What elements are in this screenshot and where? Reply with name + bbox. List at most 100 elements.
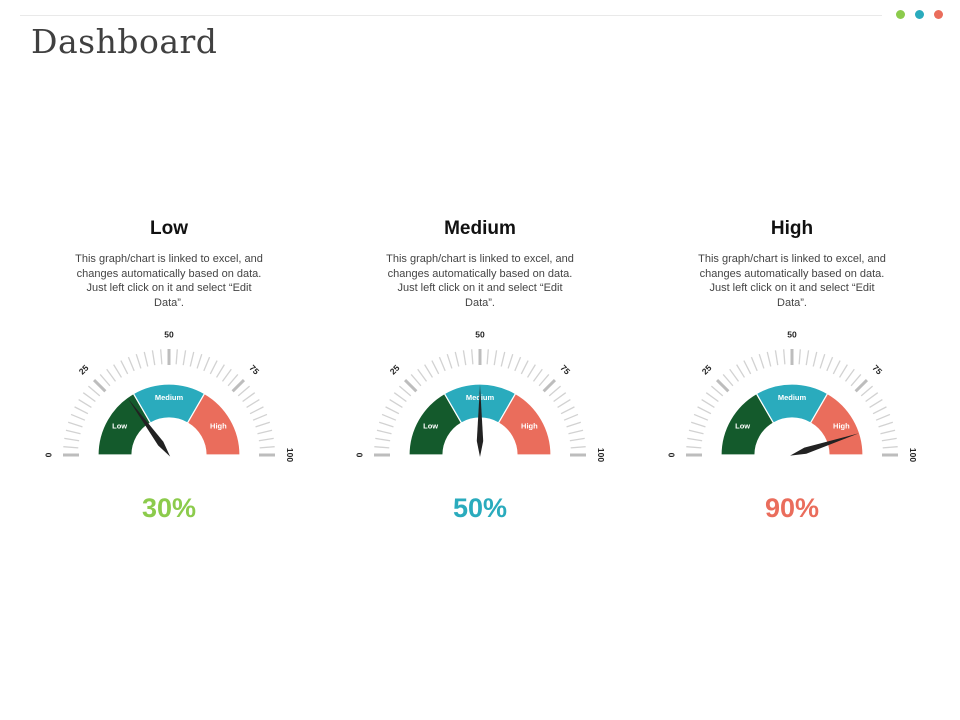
tick-label: 0 bbox=[354, 452, 364, 457]
minor-tick bbox=[819, 353, 826, 369]
minor-tick bbox=[568, 429, 584, 435]
major-tick bbox=[403, 378, 418, 393]
minor-tick bbox=[175, 349, 178, 365]
major-tick bbox=[542, 378, 557, 393]
minor-tick bbox=[389, 399, 403, 409]
gauge-title: High bbox=[770, 218, 814, 239]
gauge-value: 90% bbox=[764, 493, 820, 523]
minor-tick bbox=[881, 437, 897, 442]
minor-tick bbox=[690, 421, 706, 428]
minor-tick bbox=[875, 413, 891, 421]
minor-tick bbox=[566, 421, 582, 428]
tick-label: 50 bbox=[475, 329, 485, 339]
zone-label-medium: Medium bbox=[778, 393, 807, 402]
tick-label: 75 bbox=[247, 363, 261, 377]
coral-dot bbox=[934, 10, 943, 19]
gauge-value: 30% bbox=[141, 493, 197, 523]
minor-tick bbox=[805, 350, 810, 366]
minor-tick bbox=[869, 399, 883, 409]
minor-tick bbox=[872, 406, 887, 415]
gauge-value: 50% bbox=[452, 493, 508, 523]
minor-tick bbox=[563, 413, 579, 421]
teal-dot bbox=[915, 10, 924, 19]
minor-tick bbox=[78, 399, 92, 409]
minor-tick bbox=[486, 349, 489, 365]
minor-tick bbox=[87, 385, 101, 397]
minor-tick bbox=[774, 350, 779, 366]
gauge-description: This graph/chart is linked to excel, and… bbox=[386, 253, 574, 309]
minor-tick bbox=[532, 368, 543, 382]
minor-tick bbox=[758, 353, 765, 369]
gauge-title: Medium bbox=[444, 218, 516, 239]
minor-tick bbox=[221, 368, 232, 382]
minor-tick bbox=[120, 360, 129, 375]
minor-tick bbox=[560, 406, 575, 415]
minor-tick bbox=[688, 429, 704, 435]
minor-tick bbox=[710, 385, 724, 397]
tick-label: 25 bbox=[700, 363, 714, 377]
minor-tick bbox=[227, 373, 239, 387]
minor-tick bbox=[246, 399, 260, 409]
zone-label-high: High bbox=[521, 422, 538, 431]
minor-tick bbox=[203, 356, 211, 372]
minor-tick bbox=[242, 392, 256, 403]
minor-tick bbox=[548, 385, 562, 397]
minor-tick bbox=[381, 413, 397, 421]
minor-tick bbox=[860, 385, 874, 397]
gauge-description: This graph/chart is linked to excel, and… bbox=[698, 253, 886, 309]
minor-tick bbox=[693, 413, 709, 421]
minor-tick bbox=[526, 364, 536, 378]
minor-tick bbox=[850, 373, 862, 387]
minor-tick bbox=[375, 437, 391, 442]
minor-tick bbox=[135, 353, 142, 369]
minor-tick bbox=[687, 437, 703, 442]
tick-label: 100 bbox=[908, 448, 918, 462]
zone-high bbox=[497, 392, 552, 456]
minor-tick bbox=[569, 437, 585, 442]
minor-tick bbox=[257, 429, 273, 435]
tick-label: 0 bbox=[43, 452, 53, 457]
minor-tick bbox=[736, 364, 746, 378]
zone-label-high: High bbox=[210, 422, 227, 431]
tick-label: 25 bbox=[388, 363, 402, 377]
minor-tick bbox=[249, 406, 264, 415]
minor-tick bbox=[743, 360, 752, 375]
minor-tick bbox=[417, 368, 428, 382]
zone-label-high: High bbox=[833, 422, 850, 431]
minor-tick bbox=[237, 385, 251, 397]
gauge-description: This graph/chart is linked to excel, and… bbox=[75, 253, 263, 309]
minor-tick bbox=[553, 392, 567, 403]
minor-tick bbox=[431, 360, 440, 375]
minor-tick bbox=[106, 368, 117, 382]
zone-high bbox=[186, 392, 241, 456]
tick-label: 100 bbox=[596, 448, 606, 462]
gauge-card-low[interactable]: Low This graph/chart is linked to excel,… bbox=[43, 215, 295, 523]
minor-tick bbox=[99, 373, 111, 387]
minor-tick bbox=[570, 446, 586, 449]
minor-tick bbox=[520, 360, 529, 375]
minor-tick bbox=[398, 385, 412, 397]
minor-tick bbox=[385, 406, 400, 415]
green-dot bbox=[896, 10, 905, 19]
header-dots bbox=[896, 10, 943, 19]
zone-label-medium: Medium bbox=[155, 393, 184, 402]
minor-tick bbox=[376, 429, 392, 435]
minor-tick bbox=[493, 350, 498, 366]
gauge-needle bbox=[476, 385, 484, 457]
page-title: Dashboard bbox=[31, 22, 218, 61]
minor-tick bbox=[454, 351, 460, 367]
minor-tick bbox=[705, 392, 719, 403]
minor-tick bbox=[182, 350, 187, 366]
minor-tick bbox=[160, 349, 163, 365]
minor-tick bbox=[462, 350, 467, 366]
minor-tick bbox=[766, 351, 772, 367]
gauge-card-high[interactable]: High This graph/chart is linked to excel… bbox=[666, 215, 918, 523]
minor-tick bbox=[374, 446, 390, 449]
tick-label: 50 bbox=[164, 329, 174, 339]
gauge-card-medium[interactable]: Medium This graph/chart is linked to exc… bbox=[354, 215, 606, 523]
header-divider bbox=[20, 15, 882, 16]
minor-tick bbox=[70, 413, 86, 421]
